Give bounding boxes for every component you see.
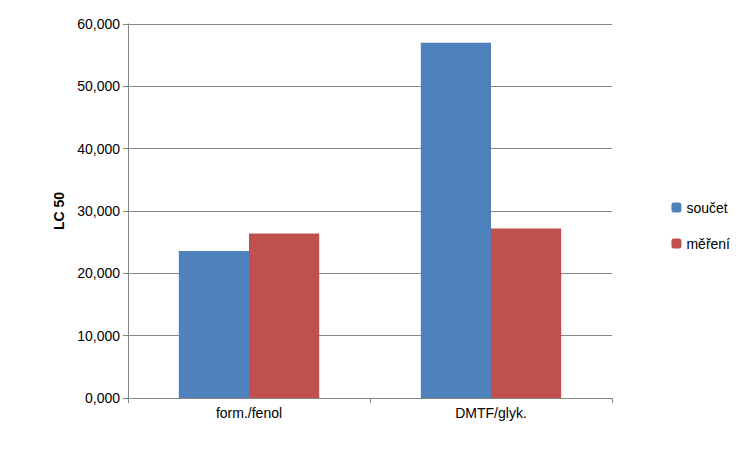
svg-text:50,000: 50,000 bbox=[77, 78, 120, 94]
svg-text:20,000: 20,000 bbox=[77, 265, 120, 281]
svg-text:30,000: 30,000 bbox=[77, 203, 120, 219]
svg-text:10,000: 10,000 bbox=[77, 328, 120, 344]
svg-text:40,000: 40,000 bbox=[77, 141, 120, 157]
svg-text:0,000: 0,000 bbox=[85, 390, 120, 406]
svg-text:měření: měření bbox=[686, 236, 730, 252]
svg-text:form./fenol: form./fenol bbox=[216, 405, 282, 421]
svg-text:součet: součet bbox=[686, 200, 727, 216]
svg-text:DMTF/glyk.: DMTF/glyk. bbox=[455, 405, 527, 421]
svg-text:LC 50: LC 50 bbox=[51, 192, 67, 230]
svg-text:60,000: 60,000 bbox=[77, 16, 120, 32]
